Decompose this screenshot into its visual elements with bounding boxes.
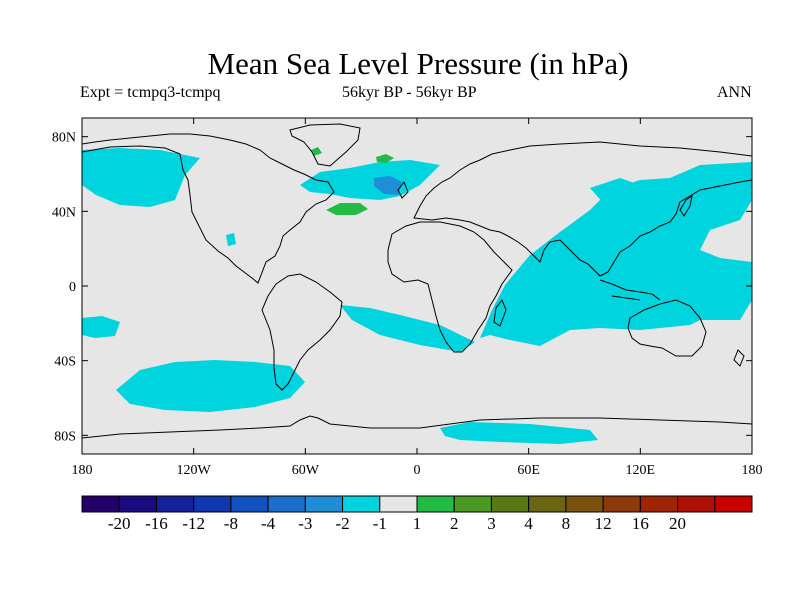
lat-tick-label: 40S (54, 355, 76, 370)
lon-tick-label: 180 (72, 463, 93, 478)
anomaly-region-indian-pacific (480, 162, 752, 346)
lon-tick-label: 60W (292, 463, 320, 478)
colorbar-label: -3 (298, 514, 312, 533)
colorbar-label: -4 (261, 514, 276, 533)
coastline-british-isles (397, 180, 409, 199)
coastline-africa (387, 221, 513, 353)
lon-tick-label: 120E (626, 463, 656, 478)
colorbar-swatch (267, 495, 306, 513)
colorbar-swatch (416, 495, 455, 513)
positive-anomaly-greenland (311, 147, 322, 156)
anomaly-region-south-atlantic (340, 305, 475, 352)
coastline-antarctica (82, 415, 752, 439)
coastlines (82, 123, 752, 439)
lat-tick-label: 40N (52, 205, 76, 220)
anomaly-core-north-atlantic (374, 176, 402, 195)
anomaly-region-north-pacific-west (590, 178, 650, 210)
period-label: 56kyr BP - 56kyr BP (342, 84, 477, 101)
anomaly-region-north-america-west (82, 148, 200, 207)
anomaly-region-south-pacific (116, 360, 305, 412)
colorbar-label: 4 (524, 514, 533, 533)
lon-tick-label: 180 (742, 463, 763, 478)
anomaly-region-southern-ocean (440, 422, 598, 444)
colorbar-swatch (230, 495, 269, 513)
colorbar-swatch (193, 495, 232, 513)
colorbar: -20 -16 -12 -8 -4 -3 -2 -1 1 2 3 4 8 12 16 20 (81, 495, 753, 533)
map-title: Mean Sea Level Pressure (in hPa) (207, 46, 629, 81)
colorbar-label: -2 (335, 514, 349, 533)
colorbar-label: 2 (450, 514, 459, 533)
colorbar-swatch (490, 495, 530, 513)
colorbar-swatch (677, 495, 716, 513)
axis-ticks: 80N 40N 0 40S 80S 180 120W 60W 0 60E 120E 180 (52, 118, 763, 478)
colorbar-swatch (81, 495, 120, 513)
colorbar-label: -20 (108, 514, 131, 533)
coastline-australia (627, 299, 707, 357)
colorbar-swatch (528, 495, 567, 513)
positive-anomaly-iceland (376, 154, 394, 163)
colorbar-swatch (118, 495, 157, 513)
colorbar-swatch (639, 495, 679, 513)
positive-anomaly-azores (326, 203, 368, 215)
colorbar-label: -1 (373, 514, 387, 533)
colorbar-swatch (155, 495, 195, 513)
colorbar-label: 12 (595, 514, 612, 533)
colorbar-swatch (342, 495, 381, 513)
coastline-north-america (82, 133, 335, 284)
lat-tick-label: 80S (54, 429, 76, 444)
colorbar-swatch (379, 495, 418, 513)
coastline-new-zealand (733, 349, 745, 367)
anomaly-region-north-atlantic-west (226, 233, 236, 246)
colorbar-label: 1 (413, 514, 422, 533)
colorbar-label: -12 (182, 514, 205, 533)
anomaly-shading (82, 147, 752, 444)
coastline-indonesia (599, 279, 661, 301)
colorbar-swatch (453, 495, 492, 513)
coastline-eurasia (413, 141, 752, 277)
coastline-madagascar (493, 298, 507, 327)
colorbar-swatch (304, 495, 344, 513)
colorbar-swatch (565, 495, 604, 513)
experiment-label: Expt = tcmpq3-tcmpq (80, 84, 221, 101)
colorbar-label: 20 (669, 514, 686, 533)
colorbar-label: -16 (145, 514, 168, 533)
colorbar-swatch (602, 495, 641, 513)
colorbar-label: 16 (632, 514, 649, 533)
colorbar-label: -8 (224, 514, 238, 533)
lat-tick-label: 80N (52, 131, 76, 146)
colorbar-swatch (714, 495, 753, 513)
lat-tick-label: 0 (69, 280, 76, 295)
coastline-south-america (261, 273, 343, 391)
lon-tick-label: 0 (414, 463, 421, 478)
season-label: ANN (717, 84, 752, 101)
colorbar-label: 3 (487, 514, 496, 533)
colorbar-label: 8 (562, 514, 571, 533)
coastline-greenland (289, 123, 361, 167)
anomaly-region-south-pacific-east (82, 316, 120, 338)
lon-tick-label: 60E (517, 463, 540, 478)
lon-tick-label: 120W (177, 463, 212, 478)
coastline-japan (679, 194, 693, 217)
